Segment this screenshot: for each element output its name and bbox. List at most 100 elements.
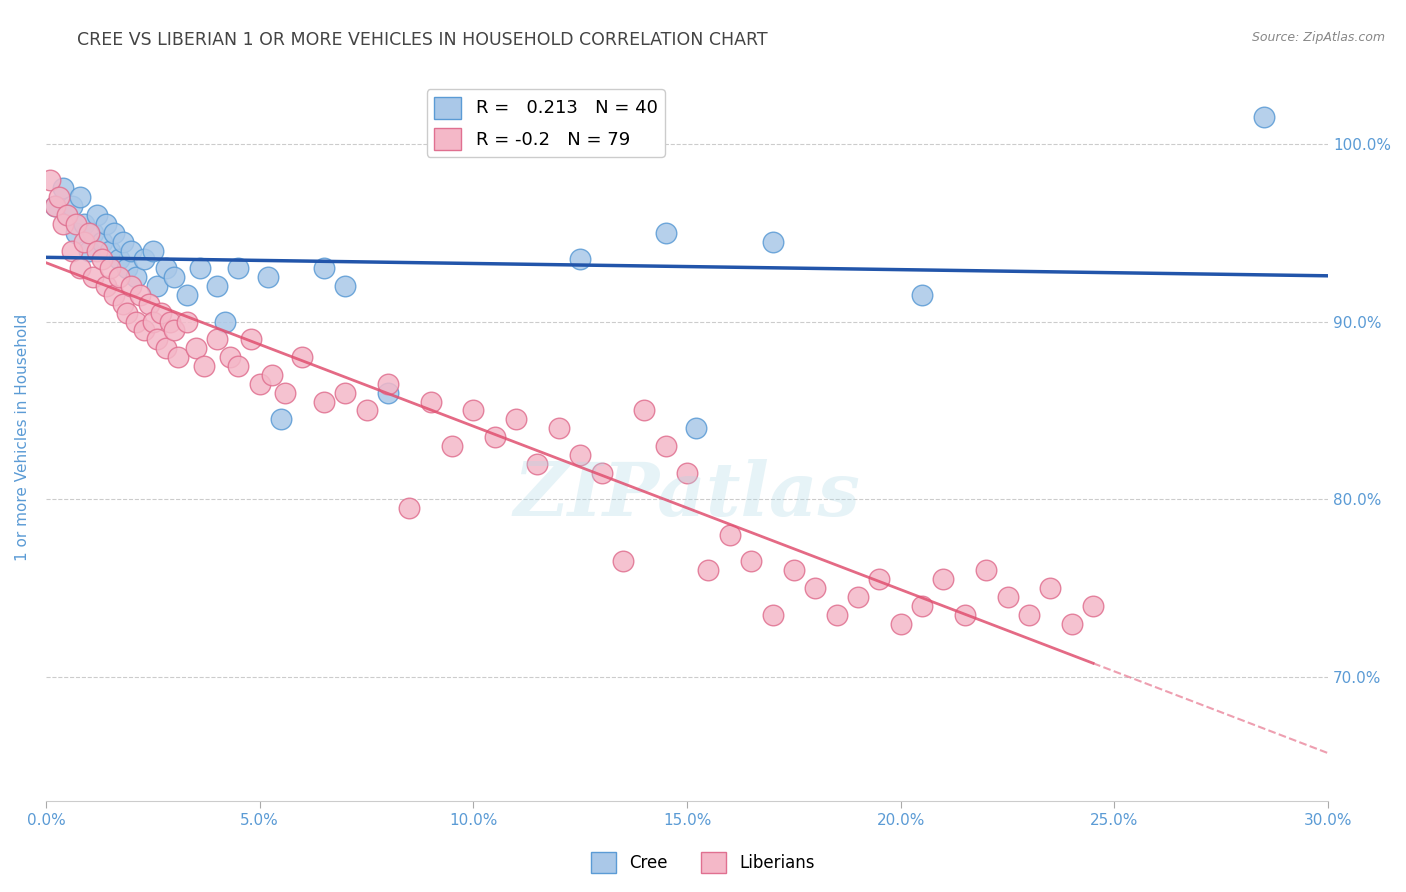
- Point: [155, 341, 177, 355]
- Point: [377, 385, 399, 400]
- Point: [188, 261, 211, 276]
- Point: [1060, 616, 1083, 631]
- Point: [163, 324, 186, 338]
- Point: [69, 190, 91, 204]
- Point: [60, 199, 83, 213]
- Point: [911, 288, 934, 302]
- Point: [65, 226, 87, 240]
- Point: [333, 279, 356, 293]
- Point: [846, 590, 869, 604]
- Text: ZIPatlas: ZIPatlas: [513, 459, 860, 532]
- Point: [120, 244, 142, 258]
- Point: [103, 288, 125, 302]
- Point: [205, 332, 228, 346]
- Point: [142, 244, 165, 258]
- Point: [44, 199, 66, 213]
- Point: [270, 412, 292, 426]
- Point: [205, 279, 228, 293]
- Point: [159, 315, 181, 329]
- Point: [1039, 581, 1062, 595]
- Point: [134, 324, 156, 338]
- Point: [73, 217, 96, 231]
- Point: [56, 208, 79, 222]
- Point: [184, 341, 207, 355]
- Point: [155, 261, 177, 276]
- Point: [633, 403, 655, 417]
- Point: [48, 190, 70, 204]
- Point: [44, 199, 66, 213]
- Point: [176, 315, 198, 329]
- Point: [218, 350, 240, 364]
- Point: [125, 270, 148, 285]
- Point: [804, 581, 827, 595]
- Point: [740, 554, 762, 568]
- Point: [94, 217, 117, 231]
- Point: [69, 261, 91, 276]
- Point: [569, 252, 592, 267]
- Point: [783, 563, 806, 577]
- Point: [115, 306, 138, 320]
- Point: [291, 350, 314, 364]
- Point: [997, 590, 1019, 604]
- Point: [1018, 607, 1040, 622]
- Point: [56, 208, 79, 222]
- Point: [249, 376, 271, 391]
- Point: [974, 563, 997, 577]
- Point: [953, 607, 976, 622]
- Point: [65, 217, 87, 231]
- Point: [262, 368, 284, 382]
- Point: [377, 376, 399, 391]
- Point: [90, 252, 112, 267]
- Point: [654, 439, 676, 453]
- Text: Source: ZipAtlas.com: Source: ZipAtlas.com: [1251, 31, 1385, 45]
- Point: [111, 235, 134, 249]
- Point: [60, 244, 83, 258]
- Point: [163, 270, 186, 285]
- Point: [107, 252, 129, 267]
- Point: [86, 208, 108, 222]
- Point: [312, 394, 335, 409]
- Point: [120, 279, 142, 293]
- Point: [718, 527, 741, 541]
- Point: [86, 244, 108, 258]
- Point: [685, 421, 707, 435]
- Point: [547, 421, 569, 435]
- Point: [526, 457, 548, 471]
- Point: [150, 306, 173, 320]
- Point: [569, 448, 592, 462]
- Point: [94, 279, 117, 293]
- Point: [440, 439, 463, 453]
- Point: [77, 244, 100, 258]
- Point: [90, 235, 112, 249]
- Point: [257, 270, 280, 285]
- Point: [167, 350, 190, 364]
- Point: [356, 403, 378, 417]
- Point: [612, 554, 634, 568]
- Point: [39, 172, 62, 186]
- Point: [274, 385, 297, 400]
- Point: [146, 332, 169, 346]
- Point: [761, 235, 783, 249]
- Point: [761, 607, 783, 622]
- Point: [419, 394, 441, 409]
- Point: [176, 288, 198, 302]
- Point: [240, 332, 263, 346]
- Point: [911, 599, 934, 613]
- Point: [484, 430, 506, 444]
- Point: [1081, 599, 1104, 613]
- Point: [142, 315, 165, 329]
- Point: [398, 501, 420, 516]
- Point: [98, 261, 121, 276]
- Point: [890, 616, 912, 631]
- Point: [214, 315, 236, 329]
- Point: [82, 226, 104, 240]
- Point: [107, 270, 129, 285]
- Point: [333, 385, 356, 400]
- Point: [463, 403, 485, 417]
- Text: CREE VS LIBERIAN 1 OR MORE VEHICLES IN HOUSEHOLD CORRELATION CHART: CREE VS LIBERIAN 1 OR MORE VEHICLES IN H…: [77, 31, 768, 49]
- Point: [125, 315, 148, 329]
- Point: [193, 359, 215, 373]
- Point: [73, 235, 96, 249]
- Legend: R =   0.213   N = 40, R = -0.2   N = 79: R = 0.213 N = 40, R = -0.2 N = 79: [427, 89, 665, 157]
- Point: [868, 572, 890, 586]
